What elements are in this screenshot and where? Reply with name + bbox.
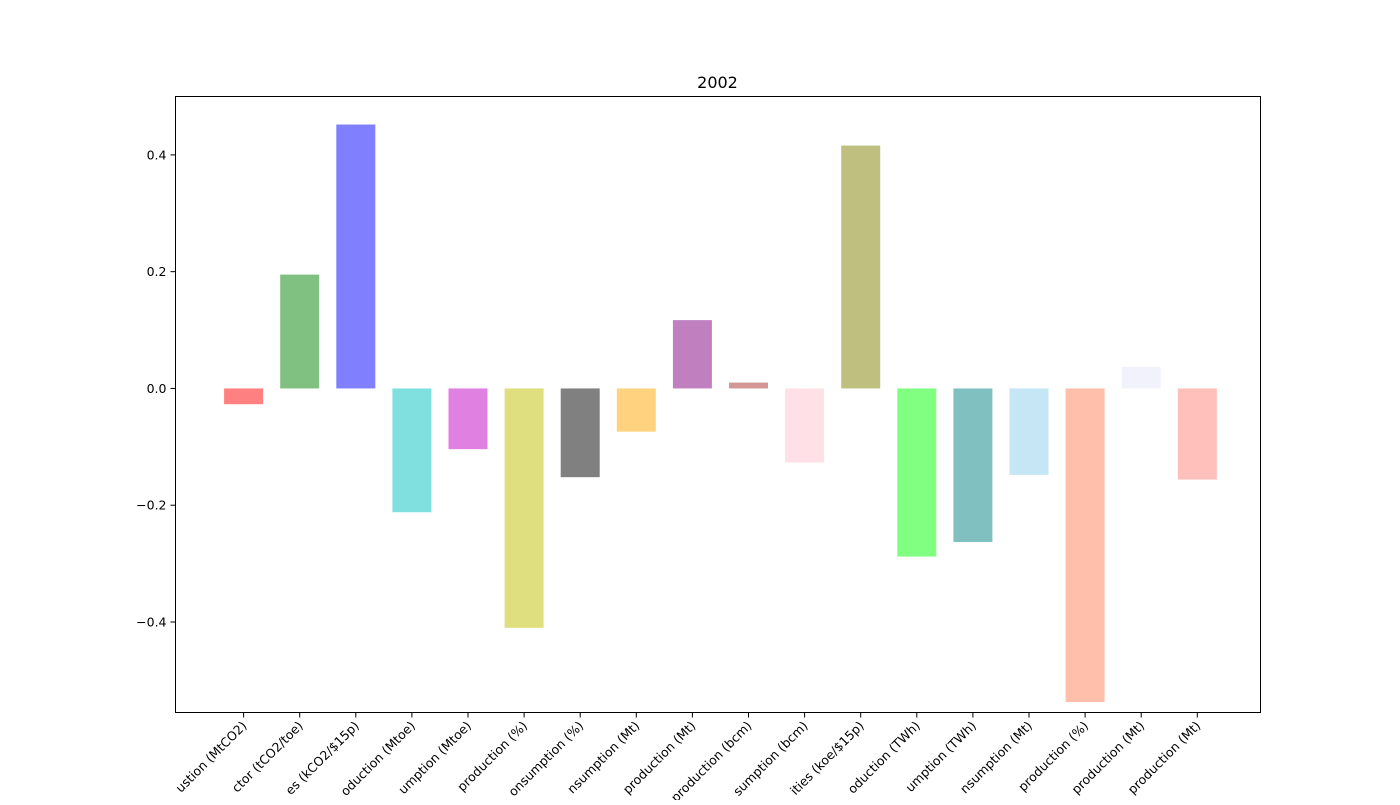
bar <box>897 388 937 557</box>
bar <box>1121 366 1161 389</box>
x-axis: ustion (MtCO2)ctor (tCO2/toe)es (kCO2/$1… <box>172 712 1203 805</box>
bar <box>448 388 488 450</box>
bar <box>672 320 712 389</box>
bars-group <box>224 124 1217 702</box>
y-axis: −0.4 −0.2 0.0 0.2 0.4 <box>136 147 176 629</box>
bar <box>616 388 656 432</box>
bar <box>392 388 432 513</box>
bar <box>560 388 600 478</box>
bar <box>224 388 264 405</box>
bar <box>1177 388 1217 480</box>
y-tick-label: 0.2 <box>147 264 167 279</box>
bar <box>841 145 881 389</box>
bar <box>1065 388 1105 702</box>
bar <box>1009 388 1049 475</box>
chart-title: 2002 <box>697 73 738 92</box>
bar <box>953 388 993 542</box>
bar <box>785 388 825 463</box>
bar <box>504 388 544 628</box>
y-tick-label: 0.0 <box>147 381 167 396</box>
y-tick-label: −0.4 <box>136 614 166 629</box>
bar <box>336 124 376 389</box>
bar <box>729 382 768 389</box>
bar <box>280 274 320 389</box>
y-tick-label: 0.4 <box>147 147 167 162</box>
y-tick-label: −0.2 <box>136 498 166 513</box>
plot-area-frame <box>175 96 1261 713</box>
